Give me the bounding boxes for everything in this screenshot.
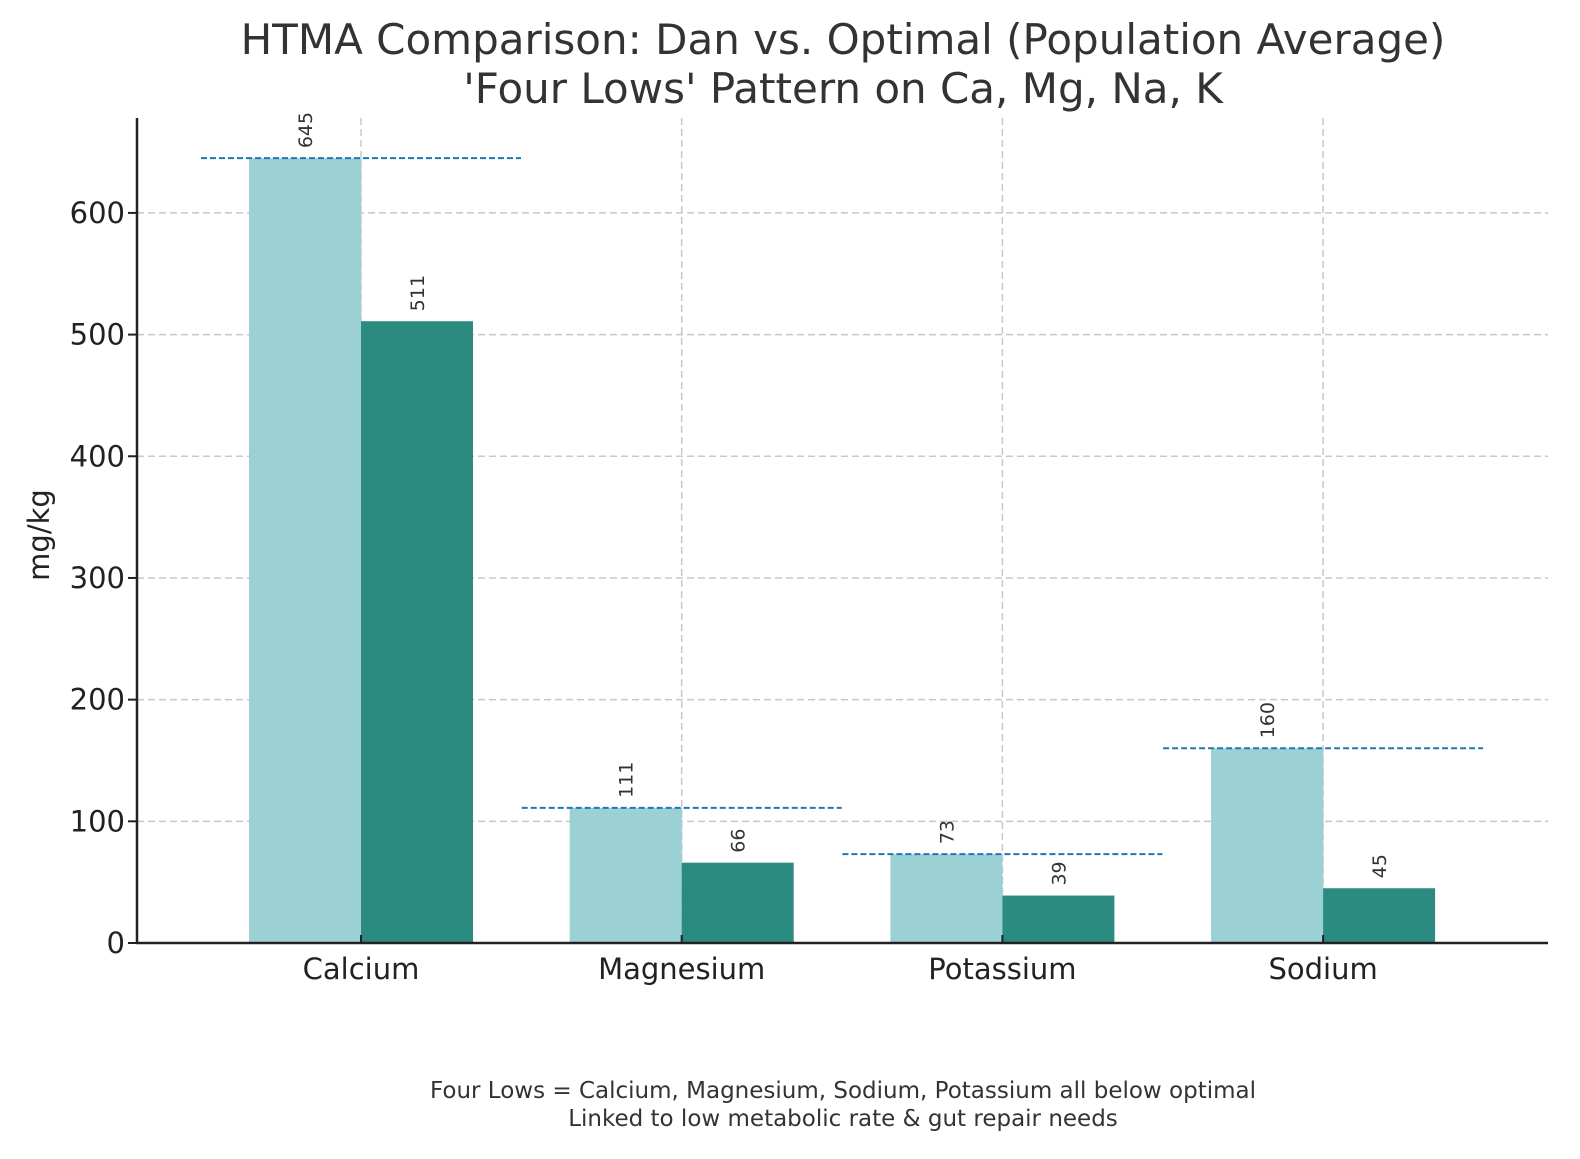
chart-title: HTMA Comparison: Dan vs. Optimal (Popula… xyxy=(241,15,1446,64)
bar-dan-magnesium xyxy=(681,862,794,943)
y-ticks: 0 100 200 300 400 500 600 xyxy=(70,196,137,960)
y-tick-label: 500 xyxy=(70,318,125,352)
data-label: 645 xyxy=(295,112,317,148)
chart-subtitle: 'Four Lows' Pattern on Ca, Mg, Na, K xyxy=(463,64,1224,113)
data-label: 511 xyxy=(407,275,429,311)
y-tick-label: 0 xyxy=(107,926,125,960)
y-tick-label: 300 xyxy=(70,561,125,595)
data-label: 160 xyxy=(1257,702,1279,738)
footnote-line-2: Linked to low metabolic rate & gut repai… xyxy=(568,1106,1118,1132)
x-tick-label: Potassium xyxy=(928,952,1076,986)
x-ticks: Calcium Magnesium Potassium Sodium xyxy=(303,935,1378,986)
x-tick-label: Magnesium xyxy=(598,952,765,986)
x-tick-label: Calcium xyxy=(303,952,420,986)
bar-optimal-potassium xyxy=(890,854,1003,943)
reference-lines xyxy=(201,157,1484,856)
bars xyxy=(249,158,1436,944)
bar-optimal-magnesium xyxy=(569,807,682,943)
bar-optimal-calcium xyxy=(249,158,361,944)
data-label: 39 xyxy=(1048,861,1070,885)
y-axis-label: mg/kg xyxy=(22,489,56,581)
data-label: 66 xyxy=(728,829,750,853)
y-tick-label: 400 xyxy=(70,439,125,473)
x-tick-label: Sodium xyxy=(1268,952,1377,986)
bar-dan-sodium xyxy=(1323,888,1436,943)
bar-dan-calcium xyxy=(361,321,473,943)
bar-dan-potassium xyxy=(1002,895,1115,943)
footnote-line-1: Four Lows = Calcium, Magnesium, Sodium, … xyxy=(430,1078,1256,1104)
data-labels: 645 111 73 160 511 66 39 45 xyxy=(295,112,1391,886)
axes xyxy=(135,118,1548,945)
data-label: 73 xyxy=(936,820,958,844)
bar-optimal-sodium xyxy=(1211,748,1324,943)
y-tick-label: 200 xyxy=(70,683,125,717)
y-tick-label: 600 xyxy=(70,196,125,230)
data-label: 111 xyxy=(616,762,638,798)
data-label: 45 xyxy=(1369,854,1391,878)
y-tick-label: 100 xyxy=(70,804,125,838)
